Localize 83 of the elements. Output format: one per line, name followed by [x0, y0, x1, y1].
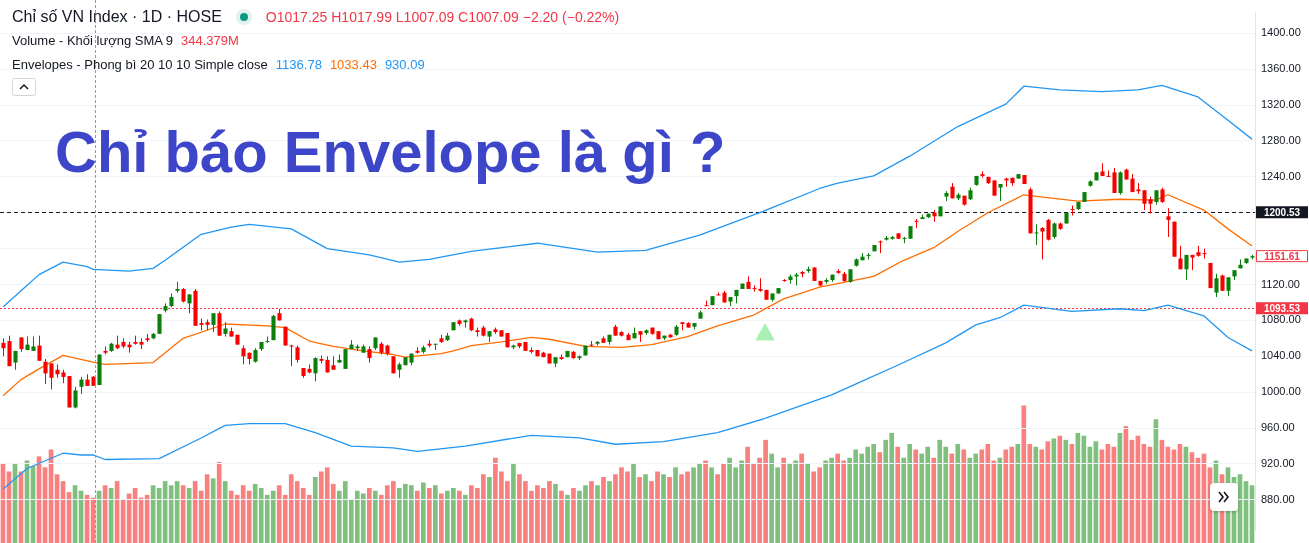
candlestick: [1214, 273, 1219, 298]
bar: [799, 453, 804, 543]
bar: [595, 485, 600, 543]
bar: [571, 488, 576, 543]
candlestick: [187, 293, 192, 314]
annotation: Volume - Khối lượng SMA 9: [12, 32, 174, 50]
bar: [372, 490, 378, 543]
bar: [631, 463, 636, 543]
candlestick: [73, 386, 78, 409]
bar: [210, 478, 216, 543]
y-tick-label: 1040.00: [1261, 349, 1301, 362]
candlestick: [1118, 170, 1123, 196]
bar: [559, 490, 564, 543]
candlestick: [1226, 276, 1231, 297]
y-tick-label: 960.00: [1261, 421, 1295, 434]
y-tick-label: 1320.00: [1261, 98, 1301, 111]
candlestick: [37, 335, 42, 362]
bar: [457, 490, 462, 543]
bar: [589, 481, 594, 543]
bar: [961, 449, 967, 543]
ref-line-label: 1200.53: [1263, 206, 1301, 218]
bar: [439, 493, 444, 543]
y-tick-label: 1360.00: [1261, 62, 1301, 75]
annotation: O1017.25 H1017.99 L1007.09 C1007.09 −2.20 (−0.22%): [265, 8, 620, 27]
bar: [463, 494, 468, 543]
candlestick: [157, 313, 162, 335]
candlestick: [1166, 207, 1171, 238]
bar: [805, 463, 810, 543]
bar: [895, 446, 901, 543]
y-tick-label: 1080.00: [1261, 313, 1301, 326]
candlestick: [313, 356, 318, 382]
candlestick: [1034, 223, 1039, 246]
bar: [222, 481, 228, 543]
y-tick-label: 1120.00: [1261, 277, 1300, 290]
bar: [709, 467, 714, 543]
bar: [1051, 438, 1057, 543]
y-tick-label: 880.00: [1261, 492, 1295, 505]
bar: [414, 490, 420, 543]
annotation: 344.379M: [181, 32, 239, 50]
bar: [427, 488, 432, 543]
bar: [931, 457, 937, 543]
annotation: 1033.43: [329, 56, 377, 74]
bar: [433, 485, 438, 543]
text: Chỉ báo Envelope là gì ?: [55, 118, 726, 185]
bar: [667, 477, 672, 543]
candlestick: [217, 310, 222, 337]
y-tick-label: 1280.00: [1261, 133, 1301, 146]
annotation: 1136.78: [275, 56, 322, 74]
bar: [601, 477, 606, 543]
bar: [877, 452, 883, 543]
bar: [487, 477, 492, 543]
y-tick-label: 1400.00: [1261, 26, 1301, 39]
y-tick-label: 1000.00: [1261, 385, 1301, 398]
bar: [949, 453, 955, 543]
annotation: Envelopes - Phong bì 20 10 10 Simple close: [12, 56, 268, 74]
bar: [661, 474, 666, 543]
bar: [703, 460, 708, 543]
candlestick: [211, 312, 216, 333]
annotation: 930.09: [384, 56, 425, 74]
bar: [637, 477, 642, 543]
bar: [1015, 444, 1021, 543]
bar: [781, 457, 786, 543]
bar: [997, 457, 1003, 543]
bar: [607, 481, 612, 543]
y-tick-label: 920.00: [1261, 457, 1295, 470]
bar: [955, 444, 961, 543]
bar: [312, 477, 318, 543]
bar: [643, 474, 648, 543]
bar: [553, 483, 558, 543]
bar: [913, 449, 919, 543]
bar: [216, 461, 222, 543]
text: 1151.61: [1264, 250, 1301, 262]
bar: [565, 494, 570, 543]
ref-line-label: 1093.53: [1263, 303, 1301, 315]
bar: [366, 488, 372, 543]
y-tick-label: 1240.00: [1261, 169, 1301, 182]
candlestick: [289, 344, 294, 367]
chart-subtitle: Chỉ số VN Index · 1D · HOSE: [12, 7, 222, 27]
bar: [511, 463, 516, 543]
bar: [673, 467, 678, 543]
bar: [1033, 446, 1039, 543]
candlestick: [1184, 254, 1189, 281]
bar: [421, 482, 426, 543]
